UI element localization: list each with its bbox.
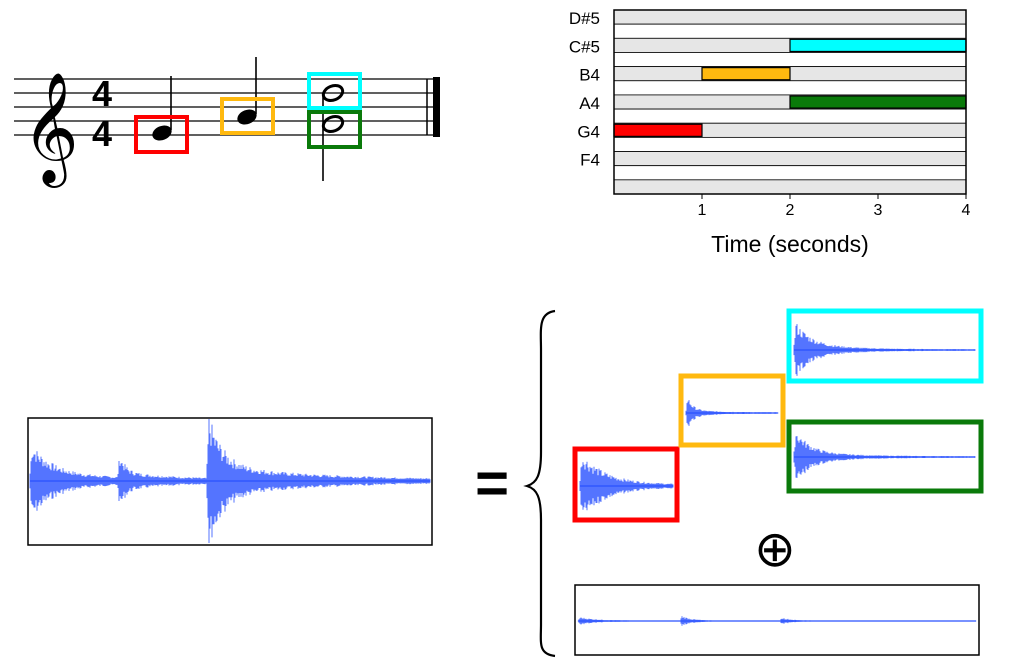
note-waveform-red xyxy=(572,446,680,523)
residual-waveform-frame xyxy=(574,584,980,656)
note-waveform-green-frame xyxy=(786,419,984,494)
time-tick-label: 1 xyxy=(698,202,707,219)
piano-roll-row xyxy=(613,165,967,181)
note-waveform-cyan xyxy=(786,308,984,384)
note-bar-a4 xyxy=(789,95,967,109)
note-waveform-red-frame xyxy=(572,446,680,523)
curly-brace xyxy=(523,309,556,658)
piano-roll-row xyxy=(613,9,967,25)
note-waveform-cyan-frame xyxy=(786,308,984,384)
note-waveform-yellow xyxy=(678,373,786,448)
pitch-label: C#5 xyxy=(569,37,600,56)
note-box-red xyxy=(134,115,189,154)
time-signature-bottom: 4 xyxy=(92,113,112,154)
mixture-waveform-trace xyxy=(29,419,431,543)
note-box-yellow xyxy=(220,97,275,135)
pitch-label: G4 xyxy=(577,122,600,141)
time-signature-top: 4 xyxy=(92,73,112,114)
piano-roll-row xyxy=(613,52,967,68)
time-axis-label: Time (seconds) xyxy=(711,231,869,257)
note-waveform-cyan-trace xyxy=(793,324,976,376)
note-waveform-green-trace xyxy=(793,436,976,478)
final-barline xyxy=(433,77,440,137)
residual-waveform-trace xyxy=(577,616,977,626)
piano-roll-row xyxy=(613,151,967,167)
time-tick-label: 4 xyxy=(962,202,971,219)
note-waveform-yellow-trace xyxy=(685,400,779,426)
pitch-label: F4 xyxy=(580,151,600,170)
sheet-music: 𝄞 4 4 xyxy=(14,57,440,188)
piano-roll: D#5 C#5 B4 A4 G4 F4 1 2 3 4 Time (seconds) xyxy=(569,9,971,257)
note-box-green xyxy=(307,110,362,149)
piano-roll-row xyxy=(613,23,967,39)
note-waveform-yellow-frame xyxy=(678,373,786,448)
pitch-labels: D#5 C#5 B4 A4 G4 F4 xyxy=(569,9,600,170)
treble-clef-icon: 𝄞 xyxy=(22,73,79,188)
equals-sign: = xyxy=(475,451,509,516)
piano-roll-row xyxy=(613,108,967,124)
mixture-waveform-frame xyxy=(27,417,433,546)
direct-sum-icon: ⊕ xyxy=(754,521,796,577)
note-chord-a4-csharp5 xyxy=(321,84,345,181)
note-g4 xyxy=(152,76,172,141)
time-ticks: 1 2 3 4 xyxy=(698,194,971,219)
note-bar-b4 xyxy=(701,67,791,81)
piano-roll-frame xyxy=(613,9,967,195)
piano-roll-row xyxy=(613,136,967,152)
note-bar-csharp5 xyxy=(789,38,967,53)
pitch-label: A4 xyxy=(579,94,600,113)
piano-roll-row xyxy=(613,179,967,195)
time-tick-label: 2 xyxy=(786,202,795,219)
piano-roll-row xyxy=(613,80,967,96)
pitch-label: D#5 xyxy=(569,9,600,28)
note-box-cyan xyxy=(307,72,362,110)
time-tick-label: 3 xyxy=(874,202,883,219)
mixture-waveform xyxy=(27,417,433,546)
note-waveform-red-trace xyxy=(579,461,674,511)
note-bars xyxy=(613,38,967,137)
pitch-label: B4 xyxy=(579,66,600,85)
residual-waveform xyxy=(574,584,980,656)
note-waveform-green xyxy=(786,419,984,494)
note-b4 xyxy=(237,57,257,125)
note-bar-g4 xyxy=(613,123,703,137)
